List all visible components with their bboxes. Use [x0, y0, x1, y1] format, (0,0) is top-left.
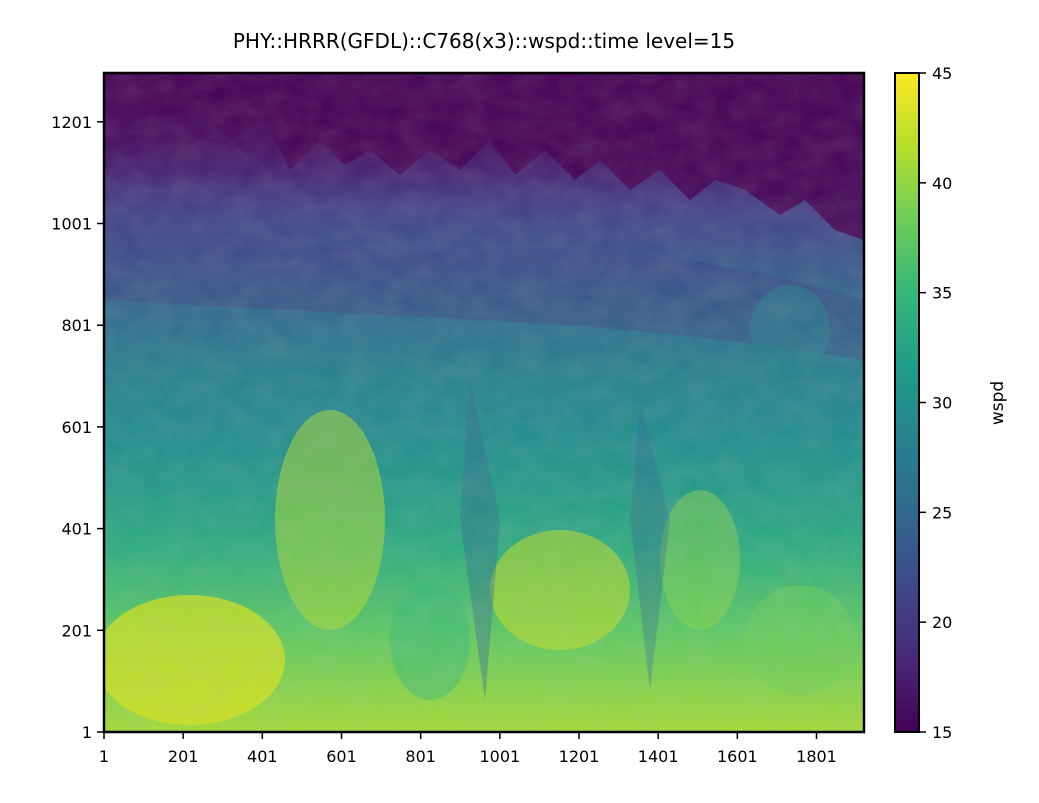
- colorbar-gradient: [895, 73, 919, 732]
- colorbar-axis: 15 20 25 30 35 40 45: [919, 64, 952, 742]
- y-tick-label: 1201: [51, 113, 92, 132]
- x-tick-label: 201: [168, 747, 199, 766]
- y-tick-label: 1: [82, 723, 92, 742]
- x-tick-label: 1001: [479, 747, 520, 766]
- x-tick-label: 1201: [559, 747, 600, 766]
- chart-title: PHY::HRRR(GFDL)::C768(x3)::wspd::time le…: [233, 29, 735, 53]
- x-axis: 1 201 401 601 801 1001 1201 1401 1601 1801: [99, 732, 837, 766]
- y-tick-label: 401: [61, 520, 92, 539]
- y-tick-label: 601: [61, 418, 92, 437]
- y-tick-label: 801: [61, 316, 92, 335]
- colorbar-tick-label: 35: [932, 284, 952, 303]
- colorbar-tick-label: 25: [932, 503, 952, 522]
- x-tick-label: 1601: [717, 747, 758, 766]
- colorbar-label: wspd: [988, 381, 1008, 425]
- colorbar: 15 20 25 30 35 40 45 wspd: [894, 64, 1008, 742]
- colorbar-tick-label: 45: [932, 64, 952, 83]
- x-tick-label: 601: [326, 747, 357, 766]
- x-tick-label: 401: [247, 747, 278, 766]
- y-tick-label: 201: [61, 621, 92, 640]
- x-tick-label: 801: [405, 747, 436, 766]
- x-tick-label: 1: [99, 747, 109, 766]
- x-tick-label: 1801: [796, 747, 837, 766]
- heatmap-field: [104, 73, 864, 732]
- colorbar-tick-label: 20: [932, 613, 952, 632]
- colorbar-tick-label: 30: [932, 394, 952, 413]
- plot-frame: [102, 71, 866, 734]
- colorbar-tick-label: 40: [932, 174, 952, 193]
- colorbar-tick-label: 15: [932, 723, 952, 742]
- y-tick-label: 1001: [51, 215, 92, 234]
- x-tick-label: 1401: [638, 747, 679, 766]
